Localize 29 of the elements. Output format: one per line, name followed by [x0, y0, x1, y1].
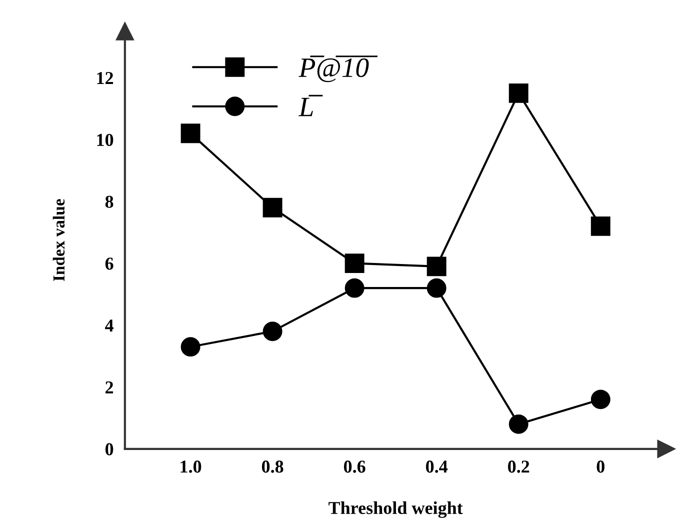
y-tick-label: 12	[97, 72, 114, 84]
y-tick-label: 2	[106, 381, 114, 394]
point	[426, 278, 446, 298]
point	[262, 198, 282, 218]
x-tick-label: 0.6	[344, 460, 366, 473]
point	[180, 124, 200, 144]
point	[590, 216, 610, 236]
point	[508, 83, 528, 103]
x-tick-label: 0	[596, 460, 604, 473]
y-tick-label: 0	[105, 443, 114, 456]
point	[508, 414, 528, 434]
x-tick-label: 0.8	[262, 460, 284, 473]
point	[262, 322, 282, 342]
legend-label: P̅@̅1̅0̅	[298, 56, 378, 82]
point	[180, 337, 200, 357]
point	[344, 254, 364, 274]
y-tick-label: 6	[105, 258, 114, 270]
y-tick-label: 4	[105, 320, 114, 332]
x-axis-title: Threshold weight	[328, 501, 463, 518]
y-tick-label: 8	[105, 196, 114, 208]
y-axis-title: Index value	[52, 199, 65, 281]
x-tick-label: 0.2	[508, 460, 530, 473]
y-tick-label: 10	[97, 134, 114, 146]
legend-label: L̅	[298, 94, 323, 116]
point	[590, 390, 610, 410]
point	[344, 278, 364, 298]
x-tick-label: 1.0	[180, 460, 202, 473]
x-tick-label: 0.4	[426, 460, 448, 473]
point	[426, 256, 446, 276]
